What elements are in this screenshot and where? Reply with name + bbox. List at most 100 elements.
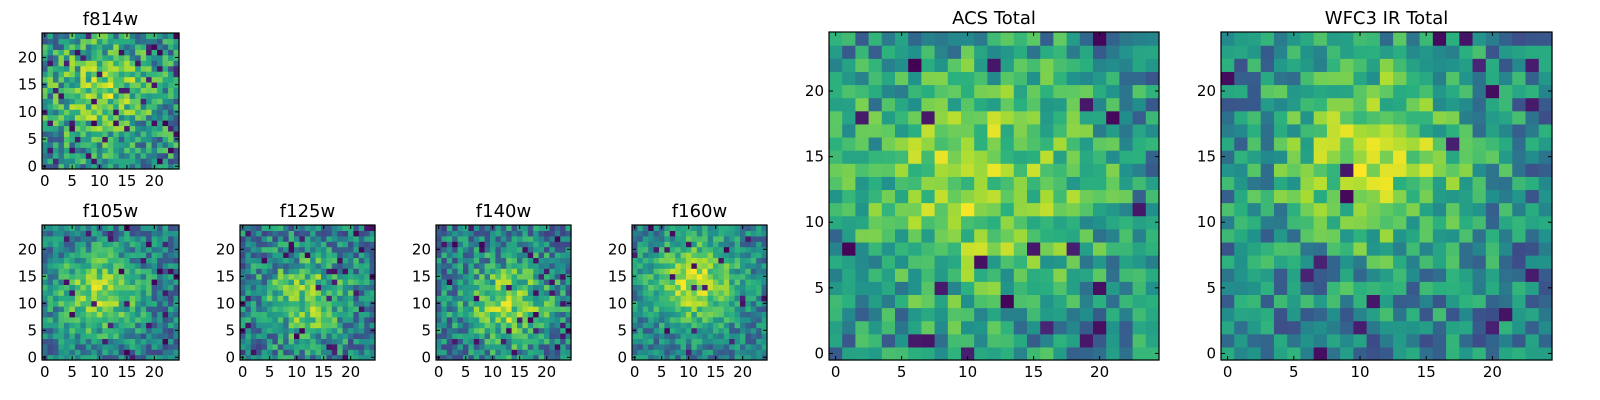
heatmap-cell (1287, 136, 1302, 151)
heatmap-cell (934, 58, 949, 72)
heatmap-cell (294, 257, 300, 264)
heatmap-cell (331, 252, 338, 258)
heatmap-cell (1393, 320, 1407, 335)
heatmap-cell (868, 202, 883, 217)
heatmap-cell (162, 354, 169, 361)
heatmap-cell (675, 273, 682, 280)
heatmap-cell (1079, 202, 1094, 217)
heatmap-cell (304, 322, 311, 329)
heatmap-cell (1499, 202, 1513, 217)
heatmap-cell (495, 262, 502, 269)
heatmap-cell (364, 343, 371, 350)
heatmap-cell (484, 311, 491, 318)
chart-title: f140w (476, 201, 531, 222)
heatmap-cell (1393, 228, 1407, 243)
heatmap-cell (756, 300, 763, 307)
heatmap-cell (1353, 307, 1368, 322)
heatmap-cell (140, 306, 147, 312)
heatmap-cell (118, 225, 125, 231)
heatmap-cell (1499, 241, 1513, 256)
heatmap-cell (364, 230, 371, 237)
heatmap-cell (118, 125, 125, 132)
heatmap-cell (500, 257, 507, 264)
heatmap-cell (107, 49, 114, 56)
heatmap-cell (1273, 281, 1288, 295)
heatmap-cell (756, 349, 763, 356)
heatmap-cell (565, 225, 572, 231)
heatmap-cell (74, 114, 81, 121)
heatmap-cell (473, 252, 480, 258)
heatmap-cell (96, 343, 103, 350)
heatmap-cell (118, 38, 125, 45)
heatmap-cell (129, 225, 136, 231)
heatmap-cell (686, 300, 692, 307)
heatmap-cell (250, 322, 257, 329)
heatmap-cell (151, 152, 158, 159)
heatmap-cell (538, 279, 545, 285)
heatmap-cell (102, 38, 109, 45)
heatmap-cell (1353, 71, 1368, 86)
heatmap-cell (544, 300, 550, 307)
heatmap-cell (1525, 320, 1540, 335)
heatmap-cell (146, 273, 153, 280)
heatmap-cell (669, 235, 676, 242)
heatmap-cell (713, 241, 719, 248)
heatmap-cell (446, 257, 453, 264)
heatmap-cell (868, 45, 883, 59)
heatmap-cell (272, 235, 279, 242)
heatmap-cell (118, 311, 125, 318)
heatmap-cell (734, 311, 741, 318)
heatmap-cell (245, 241, 252, 248)
x-tick-label: 15 (314, 363, 333, 381)
heatmap-cell (113, 343, 120, 350)
heatmap-cell (358, 289, 365, 296)
heatmap-cell (47, 338, 54, 345)
heatmap-cell (713, 316, 719, 323)
heatmap-cell (1273, 123, 1288, 138)
heatmap-cell (750, 246, 757, 253)
heatmap-cell (745, 354, 752, 361)
heatmap-cell (522, 262, 529, 269)
heatmap-cell (1287, 32, 1302, 46)
heatmap-cell (436, 311, 442, 318)
heatmap-cell (1066, 346, 1081, 361)
heatmap-cell (868, 97, 883, 112)
heatmap-cell (1287, 228, 1302, 243)
heatmap-cell (457, 322, 464, 329)
heatmap-cell (1512, 176, 1527, 191)
heatmap-cell (1525, 189, 1540, 204)
heatmap-cell (272, 241, 279, 248)
heatmap-cell (463, 284, 469, 291)
heatmap-cell (1419, 176, 1434, 191)
heatmap-cell (723, 225, 730, 231)
heatmap-cell (47, 322, 54, 329)
heatmap-cell (723, 230, 730, 237)
heatmap-cell (868, 294, 883, 309)
heatmap-cell (1379, 333, 1394, 348)
heatmap-cell (1000, 136, 1015, 151)
heatmap-cell (1013, 294, 1028, 309)
heatmap-cell (961, 58, 975, 72)
heatmap-cell (96, 327, 103, 334)
heatmap-cell (895, 255, 909, 269)
heatmap-cell (157, 284, 164, 291)
heatmap-cell (1145, 189, 1160, 204)
heatmap-cell (686, 343, 692, 350)
heatmap-cell (961, 150, 975, 164)
heatmap-cell (441, 284, 448, 291)
heatmap-cell (1538, 45, 1553, 59)
heatmap-cell (315, 235, 322, 242)
heatmap-cell (648, 235, 655, 242)
heatmap-cell (974, 281, 988, 295)
heatmap-cell (1221, 176, 1235, 191)
heatmap-cell (146, 289, 153, 296)
heatmap-cell (129, 98, 136, 105)
heatmap-cell (436, 338, 442, 345)
heatmap-cell (1000, 333, 1015, 348)
heatmap-cell (452, 252, 459, 258)
heatmap-cell (124, 152, 131, 159)
heatmap-cell (1000, 320, 1015, 335)
heatmap-cell (1300, 45, 1315, 59)
heatmap-cell (479, 241, 486, 248)
heatmap-cell (80, 92, 87, 99)
